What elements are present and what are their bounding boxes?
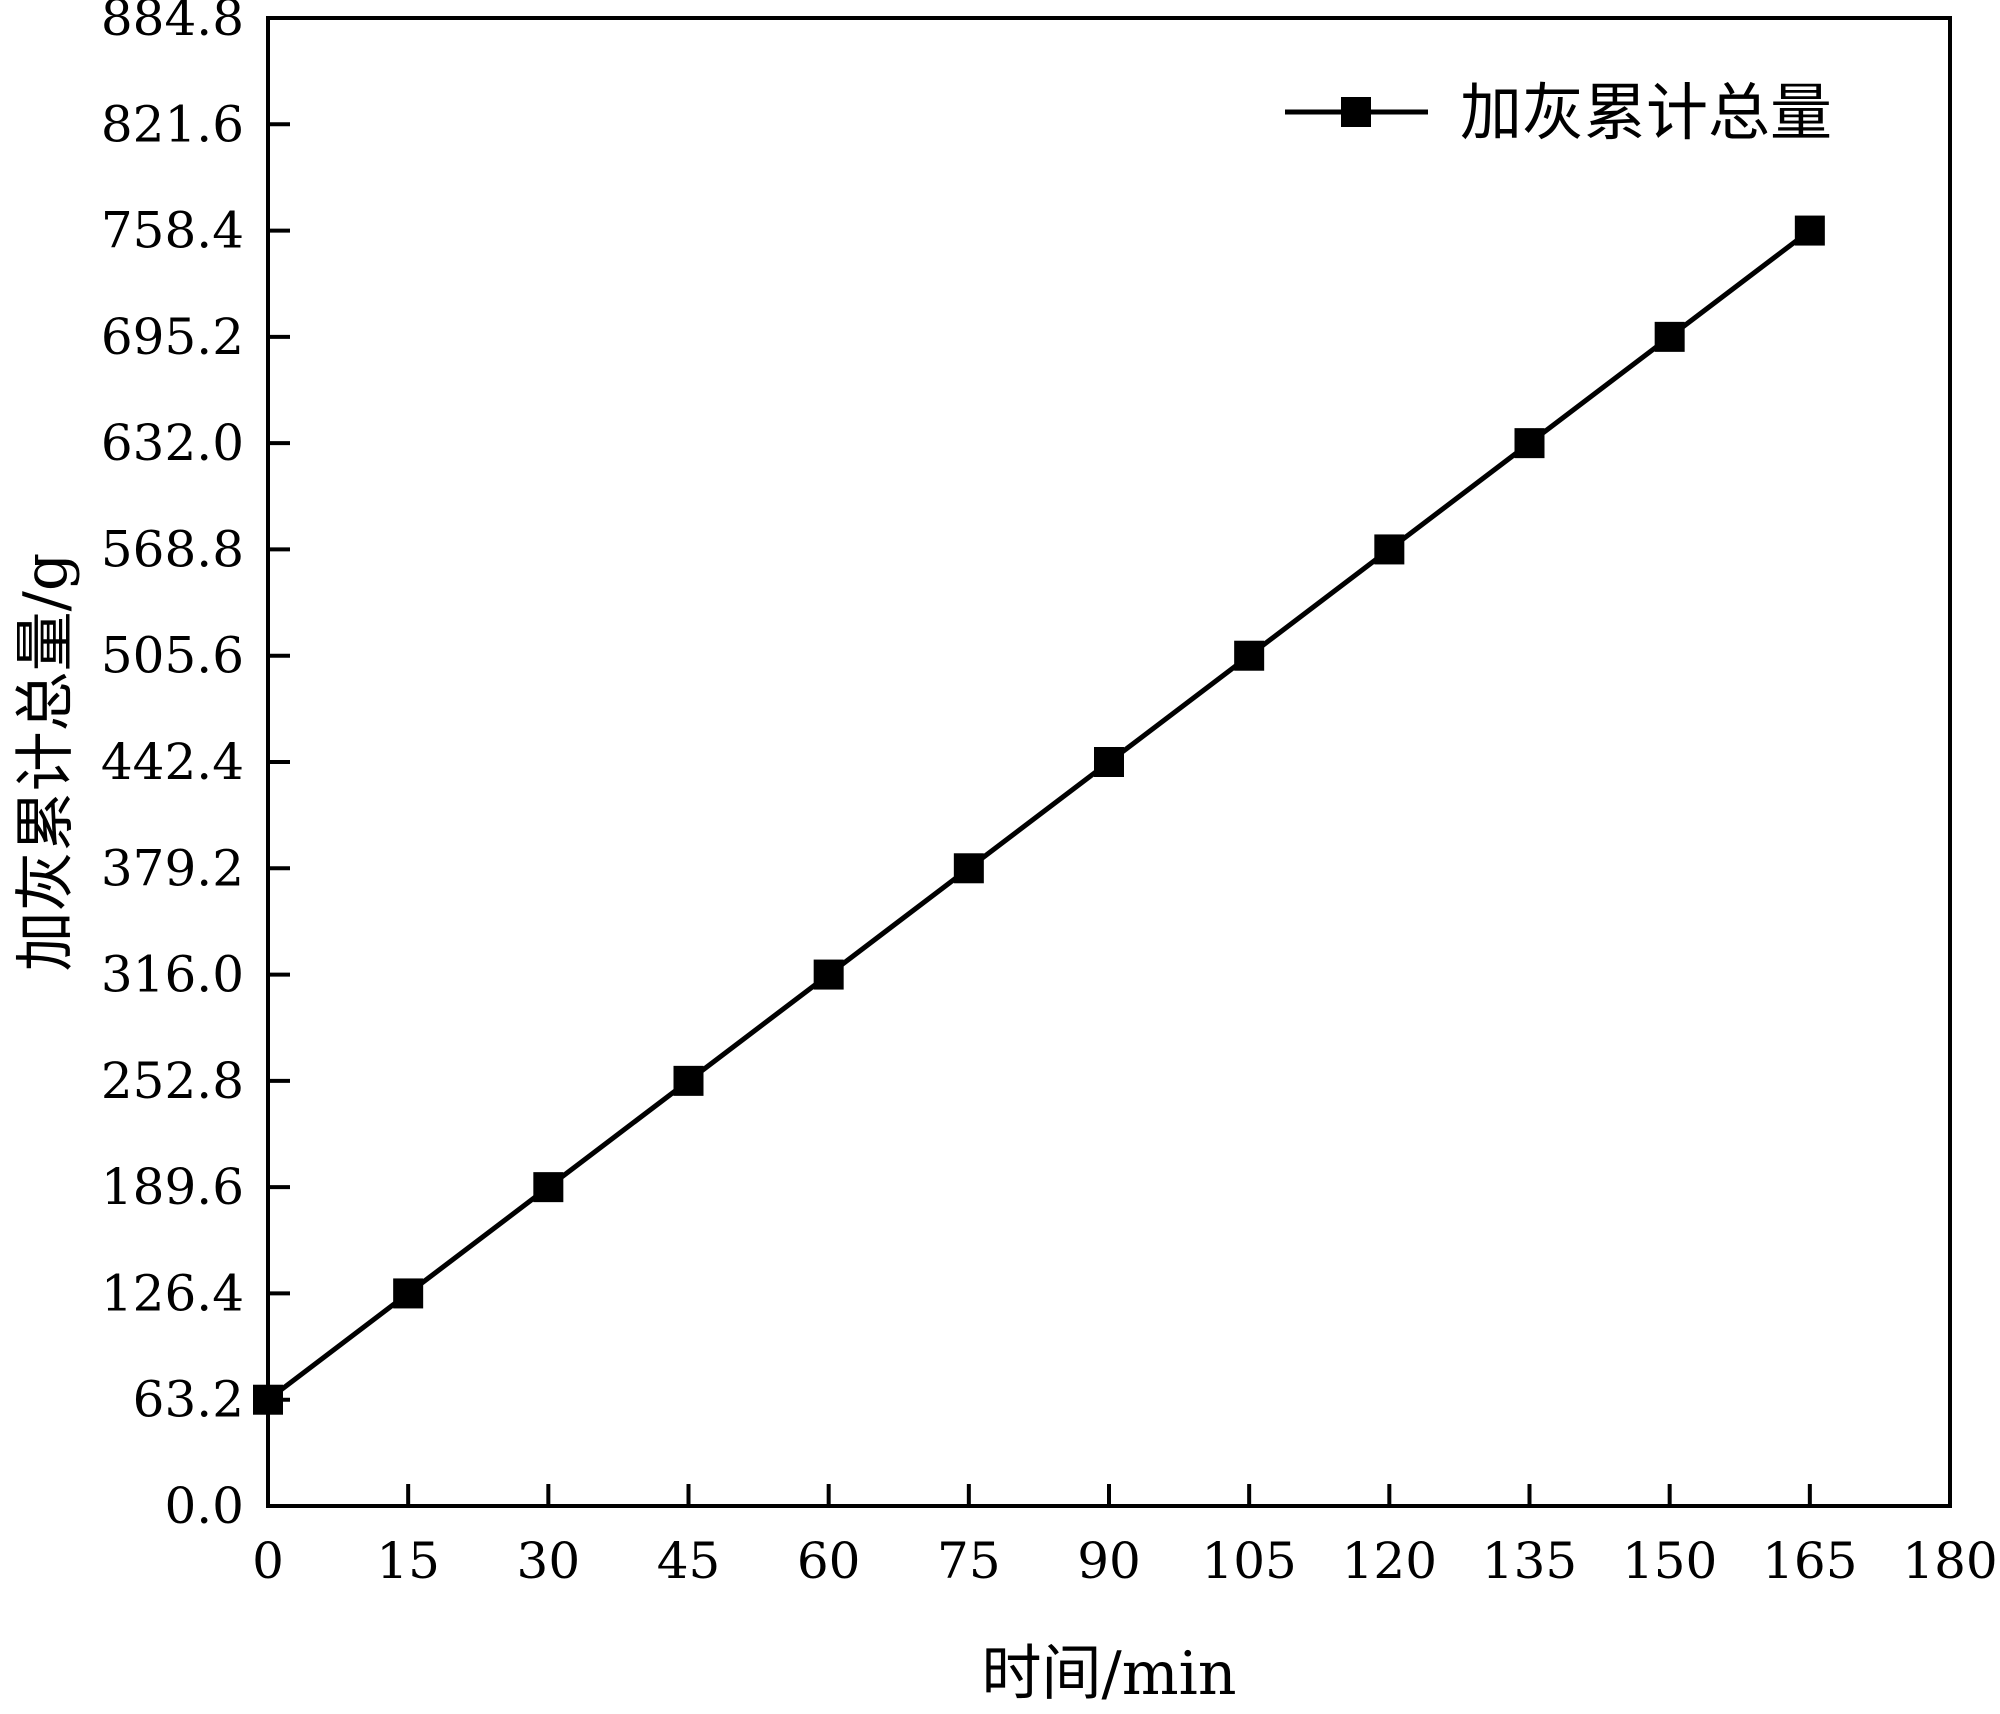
data-point-marker [813,959,844,990]
data-point-marker [1654,321,1685,352]
data-point-marker [673,1065,704,1096]
y-tick-label: 0.0 [164,1477,244,1535]
y-axis-ticks: 0.0 63.2 126.4 189.6 252.8 316.0 379.2 442.4 505… [101,0,290,1535]
y-tick-label: 758.4 [101,202,244,260]
x-tick-label: 105 [1201,1532,1296,1590]
legend-label: 加灰累计总量 [1460,76,1832,149]
x-tick-label: 0 [252,1532,284,1590]
y-tick-label: 695.2 [101,308,244,366]
x-tick-label: 15 [376,1532,440,1590]
y-tick-label: 568.8 [101,520,244,578]
x-tick-label: 180 [1902,1532,1997,1590]
x-tick-label: 150 [1622,1532,1717,1590]
y-tick-label: 821.6 [101,95,244,153]
x-tick-label: 90 [1077,1532,1141,1590]
y-axis-title: 加灰累计总量/g [11,553,81,972]
data-point-marker [1794,215,1825,246]
data-point-marker [1374,534,1405,565]
y-tick-label: 316.0 [101,946,244,1004]
y-tick-label: 189.6 [101,1158,244,1216]
data-point-marker [393,1278,424,1309]
x-tick-label: 165 [1762,1532,1857,1590]
data-point-marker [1094,747,1124,777]
y-tick-label: 63.2 [133,1371,244,1429]
legend-square-marker [1341,97,1371,127]
x-tick-label: 75 [937,1532,1001,1590]
data-point-marker [533,1172,564,1203]
y-tick-label: 632.0 [101,414,244,472]
y-tick-label: 379.2 [101,839,244,897]
y-tick-label: 126.4 [101,1264,244,1322]
x-axis-title: 时间/min [982,1639,1237,1709]
data-point-marker [1234,640,1265,671]
series-layer [253,215,1825,1415]
x-axis-ticks: 0 15 30 45 60 75 90 105 120 135 150 165 180 [252,1484,1998,1590]
legend: 加灰累计总量 [1285,76,1832,149]
x-tick-label: 30 [517,1532,581,1590]
y-tick-label: 442.4 [101,733,244,791]
y-tick-label: 252.8 [101,1052,244,1110]
x-tick-label: 120 [1342,1532,1437,1590]
y-tick-label: 884.8 [101,0,244,47]
series-line [266,228,1812,1402]
data-point-marker [1514,428,1545,459]
data-point-marker [253,1384,283,1415]
data-point-marker [953,853,984,884]
x-tick-label: 135 [1482,1532,1577,1590]
x-tick-label: 45 [657,1532,721,1590]
x-tick-label: 60 [797,1532,861,1590]
y-tick-label: 505.6 [101,627,244,685]
